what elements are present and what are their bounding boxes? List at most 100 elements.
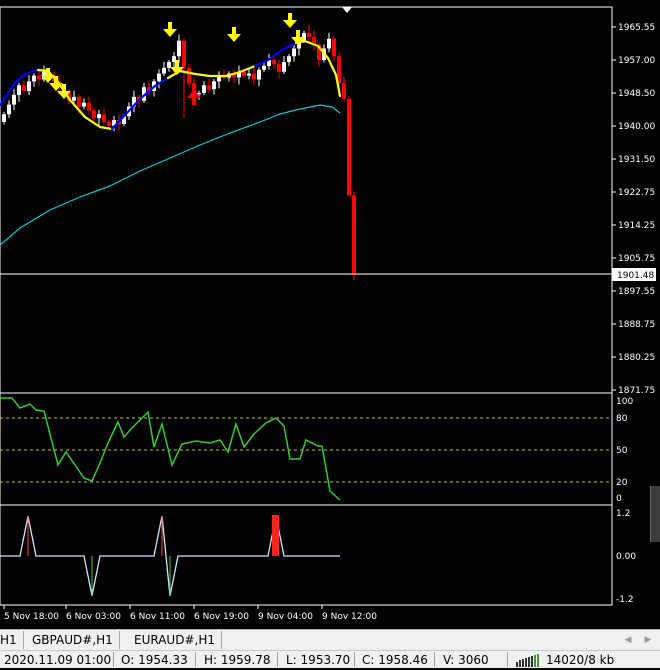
bull-candle xyxy=(212,81,216,90)
fast-ma-segment xyxy=(224,70,242,78)
bear-candle xyxy=(277,63,281,72)
bear-candle xyxy=(252,73,256,80)
tab-h1[interactable]: H1 xyxy=(0,631,24,649)
price-tick-label: 1957.00 xyxy=(618,56,655,66)
buy-arrow-icon xyxy=(187,90,201,105)
signal-tick-label: -1.2 xyxy=(616,595,634,605)
candlesticks xyxy=(2,25,356,281)
status-open: O: 1954.33 xyxy=(121,653,188,667)
bull-candle xyxy=(162,67,166,74)
fast-ma-segment xyxy=(110,113,127,131)
signal-tick-label: 0.00 xyxy=(616,552,636,562)
fast-ma-segment xyxy=(253,58,270,68)
bear-candle xyxy=(187,67,191,84)
tab-euraud-h1[interactable]: EURAUD#,H1 xyxy=(128,631,222,649)
bear-candle xyxy=(317,44,321,61)
sell-arrow-icon xyxy=(163,22,177,37)
stoch-tick-label: 0 xyxy=(616,494,622,504)
time-tick-label: 5 Nov 18:00 xyxy=(4,612,59,622)
fast-ma-segment xyxy=(280,41,298,52)
fast-ma-segment xyxy=(123,97,142,117)
fast-ma-segment xyxy=(4,82,16,98)
stochastic-line xyxy=(0,397,341,501)
bull-candle xyxy=(237,71,241,78)
bull-candle xyxy=(7,104,11,115)
time-tick-label: 9 Nov 04:00 xyxy=(258,612,313,622)
bull-candle xyxy=(142,87,146,101)
bull-candle xyxy=(247,73,251,76)
bull-candle xyxy=(262,65,266,70)
shift-marker-icon[interactable] xyxy=(342,7,352,13)
bull-candle xyxy=(12,94,16,105)
tab-scroll-right-icon[interactable]: ▶ xyxy=(644,635,652,645)
bear-candle xyxy=(92,110,96,119)
fast-ma-segment xyxy=(68,98,87,119)
current-price-label-bg xyxy=(612,268,656,281)
bull-candle xyxy=(132,96,136,107)
price-tick-label: 1931.50 xyxy=(618,155,655,165)
stoch-tick-label: 80 xyxy=(616,414,628,424)
tab-scroll-left-icon[interactable]: ◀ xyxy=(624,635,632,645)
chart-frame xyxy=(0,6,613,606)
bear-candle xyxy=(107,122,111,126)
price-tick-label: 1871.75 xyxy=(618,386,655,396)
time-tick-label: 6 Nov 03:00 xyxy=(66,612,121,622)
bull-candle xyxy=(72,96,76,101)
bull-candle xyxy=(292,48,296,57)
connection-bars-icon xyxy=(515,653,541,667)
symbol-tab-bar: H1 GBPAUD#,H1 EURAUD#,H1 ◀ ▶ xyxy=(0,629,660,650)
bull-candle xyxy=(282,62,286,72)
price-tick-label: 1897.55 xyxy=(618,287,655,297)
time-tick-label: 6 Nov 11:00 xyxy=(130,612,185,622)
bull-candle xyxy=(202,85,206,93)
current-price-label: 1901.48 xyxy=(617,271,654,281)
fast-ma-segment xyxy=(138,84,157,101)
bear-candle xyxy=(182,40,186,68)
time-tick-label: 6 Nov 19:00 xyxy=(194,612,249,622)
stoch-tick-label: 50 xyxy=(616,446,628,456)
bull-candle xyxy=(297,40,301,49)
price-tick-label: 1948.50 xyxy=(618,89,655,99)
price-tick-label: 1905.75 xyxy=(618,254,655,264)
bull-candle xyxy=(177,40,181,57)
fast-ma-segment xyxy=(0,94,8,107)
bull-candle xyxy=(172,56,176,63)
bear-candle xyxy=(332,38,336,57)
bear-candle xyxy=(22,85,26,92)
signal-tick-label: 1.2 xyxy=(616,509,630,519)
signal-panel: 1.2 0.00 -1.2 xyxy=(0,509,636,605)
fast-ma-segment xyxy=(193,72,212,78)
status-bar: 2020.11.09 01:00 O: 1954.33 H: 1959.78 L… xyxy=(0,650,660,668)
slow-ma-line xyxy=(0,104,341,246)
fast-ma-segment xyxy=(316,44,330,60)
time-axis: 5 Nov 18:00 6 Nov 03:00 6 Nov 11:00 6 Nov 1… xyxy=(3,605,377,622)
bear-candle xyxy=(312,36,316,45)
bull-candle xyxy=(82,102,86,107)
fast-ma-segment xyxy=(178,69,197,76)
bear-candle xyxy=(337,56,341,84)
bull-candle xyxy=(112,120,116,126)
tab-gbpaud-h1[interactable]: GBPAUD#,H1 xyxy=(26,631,120,649)
stoch-tick-label: 20 xyxy=(616,478,628,488)
stochastic-panel: 100 80 50 20 0 xyxy=(0,397,633,504)
bear-candle xyxy=(207,85,211,90)
bear-candle xyxy=(347,98,351,196)
sell-arrow-icon xyxy=(49,76,63,91)
fast-ma-segment xyxy=(266,48,284,62)
panel-scrollbar[interactable] xyxy=(650,486,660,542)
stoch-tick-label: 100 xyxy=(616,397,633,407)
bull-candle xyxy=(267,60,271,66)
fast-ma-segment xyxy=(153,76,170,88)
fast-ma-segment xyxy=(238,64,257,74)
sell-arrow-icon xyxy=(41,68,55,83)
chart-canvas[interactable]: 1965.55 1957.00 1948.50 1940.00 1931.50 1922.… xyxy=(0,0,660,628)
bull-candle xyxy=(97,114,101,119)
sell-arrow-icon xyxy=(170,60,184,75)
status-traffic: 14020/8 kb xyxy=(546,653,615,667)
fast-ma-segment xyxy=(303,39,320,48)
bear-candle xyxy=(192,83,196,93)
price-tick-label: 1914.25 xyxy=(618,221,655,231)
bull-candle xyxy=(257,69,261,80)
sell-arrow-icon xyxy=(291,30,305,45)
bear-candle xyxy=(342,83,346,99)
